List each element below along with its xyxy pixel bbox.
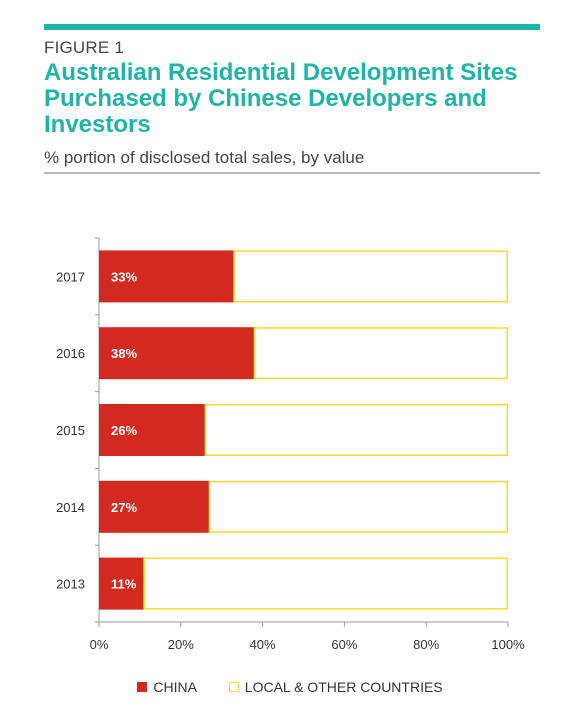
chart-subtitle: % portion of disclosed total sales, by v… (44, 148, 365, 167)
legend-swatch-other (228, 682, 239, 692)
chart-title: Australian Residential Development Sites… (44, 59, 518, 138)
bar-china-2016 (99, 327, 255, 380)
category-label-2015: 2015 (56, 423, 85, 438)
x-tick-label: 20% (168, 637, 194, 652)
data-label-2015: 26% (111, 423, 137, 438)
bar-other-2016 (253, 327, 508, 380)
x-tick-label: 0% (90, 637, 109, 652)
x-tick-label: 100% (491, 637, 525, 652)
data-label-2013: 11% (111, 577, 137, 592)
bar-china-2013 (99, 557, 144, 610)
legend-label-other: LOCAL & OTHER COUNTRIES (244, 679, 443, 695)
x-tick-label: 60% (331, 637, 357, 652)
bar-other-2015 (204, 404, 508, 456)
bar-china-2017 (99, 250, 234, 303)
subtitle-divider (44, 172, 540, 174)
data-label-2014: 27% (111, 500, 137, 515)
category-label-2017: 2017 (56, 269, 85, 284)
bar-other-2013 (143, 557, 509, 610)
bar-chart: 33% 2017 38% 2016 26% 2015 27% 2014 11% 2013 0% 20%… (56, 237, 525, 652)
data-label-2017: 33% (111, 269, 137, 284)
figure-label: FIGURE 1 (44, 38, 125, 57)
category-label-2014: 2014 (56, 500, 85, 515)
legend-swatch-china (137, 682, 148, 692)
legend: CHINA LOCAL & OTHER COUNTRIES (0, 679, 580, 695)
category-label-2013: 2013 (56, 577, 85, 592)
top-accent-rule (44, 24, 540, 30)
bar-china-2015 (99, 404, 206, 456)
x-tick-label: 80% (413, 637, 439, 652)
x-tick-label: 40% (250, 637, 276, 652)
legend-item-china: CHINA (137, 679, 197, 695)
bar-other-2017 (233, 250, 508, 303)
bar-china-2014 (99, 480, 210, 533)
legend-item-other: LOCAL & OTHER COUNTRIES (228, 679, 443, 695)
bar-other-2014 (208, 480, 508, 533)
legend-label-china: CHINA (153, 679, 197, 695)
data-label-2016: 38% (111, 346, 137, 361)
category-label-2016: 2016 (56, 346, 85, 361)
